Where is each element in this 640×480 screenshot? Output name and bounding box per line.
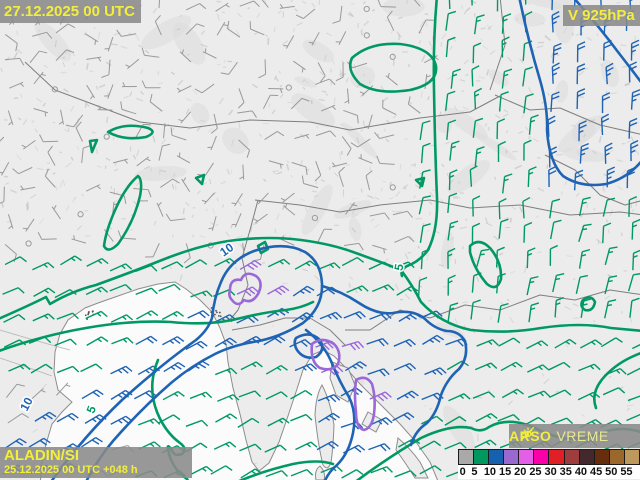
wind-speed-legend: 0 5 10 15 20 25 30 35 40 45 50 55 — [458, 449, 640, 479]
level-label: V 925hPa — [563, 5, 640, 26]
city-marker — [218, 311, 221, 314]
country-border — [254, 199, 640, 216]
island — [314, 383, 335, 469]
city-marker — [92, 310, 94, 313]
isotach-15 — [228, 272, 262, 306]
legend-swatch — [594, 450, 610, 464]
isotach-15 — [310, 338, 341, 371]
model-info-panel: ALADIN/SI 25.12.2025 00 UTC +048 h — [0, 447, 192, 478]
legend-swatch — [564, 450, 580, 464]
legend-swatch-row — [458, 449, 640, 465]
city-marker — [217, 314, 220, 317]
legend-swatch — [474, 450, 490, 464]
city-marker — [214, 313, 216, 316]
legend-swatch — [534, 450, 550, 464]
legend-tick-label: 0 — [459, 466, 466, 478]
valid-time-label: 27.12.2025 00 UTC — [0, 0, 141, 23]
country-border — [494, 94, 640, 135]
legend-swatch — [624, 450, 639, 464]
isotach-5 — [348, 42, 438, 93]
isotach-5 — [238, 460, 335, 480]
city-marker — [84, 314, 87, 317]
isotach-5 — [414, 176, 426, 188]
country-border — [227, 199, 259, 323]
legend-tick-label: 35 — [559, 466, 572, 478]
borders-layer — [24, 0, 640, 346]
isotach-15 — [353, 376, 376, 432]
legend-tick-label: 10 — [483, 466, 497, 478]
city-marker — [216, 311, 218, 314]
legend-tick-label: 40 — [574, 466, 588, 478]
legend-swatch — [504, 450, 520, 464]
legend-tick-label: 20 — [514, 466, 527, 478]
valid-time-text: 27.12.2025 00 UTC — [4, 3, 135, 20]
city-marker — [87, 311, 90, 314]
isotach-10 — [304, 328, 356, 480]
arso-vreme-logo: ARSO VREME — [509, 424, 640, 448]
isotach-5 — [194, 173, 206, 186]
isotach-10 — [50, 244, 324, 480]
isotach-5 — [0, 236, 640, 333]
sun-icon — [521, 426, 535, 440]
legend-swatch — [579, 450, 595, 464]
island — [315, 465, 325, 480]
model-run-label: 25.12.2025 00 UTC +048 h — [4, 464, 138, 476]
country-border — [489, 0, 506, 91]
country-border — [24, 61, 501, 131]
legend-tick-label: 15 — [498, 466, 512, 478]
isotach-10 — [293, 333, 324, 359]
city-marker — [215, 309, 217, 312]
legend-tick-label: 5 — [471, 466, 478, 478]
legend-tick-label: 50 — [605, 466, 618, 478]
isotach-5 — [580, 296, 597, 312]
isotach-5 — [468, 240, 503, 289]
legend-swatch — [519, 450, 535, 464]
isotach-5 — [0, 300, 315, 352]
legend-swatch — [549, 450, 565, 464]
isotach-5 — [102, 174, 143, 251]
model-name: ALADIN/SI — [4, 447, 79, 464]
product-name: VREME — [556, 428, 609, 444]
country-border — [544, 154, 640, 206]
legend-swatch — [609, 450, 625, 464]
legend-tick-label: 30 — [544, 466, 557, 478]
isotach-5 — [88, 138, 99, 154]
city-marker — [219, 315, 222, 318]
river — [0, 329, 71, 351]
level-text: V 925hPa — [568, 7, 635, 24]
country-border — [345, 289, 640, 331]
legend-tick-label: 55 — [620, 466, 633, 478]
legend-swatch — [459, 450, 475, 464]
isotach-10 — [518, 0, 640, 187]
legend-tick-label: 45 — [589, 466, 603, 478]
legend-swatch — [489, 450, 505, 464]
isotach-5 — [256, 240, 270, 255]
legend-tick-label: 25 — [529, 466, 542, 478]
legend-tick-row: 0 5 10 15 20 25 30 35 40 45 50 55 — [458, 465, 640, 479]
adriatic-sea — [39, 281, 439, 480]
isotach-5 — [593, 352, 640, 410]
city-marker — [87, 313, 90, 316]
isotach-10 — [320, 284, 468, 447]
isotach-5 — [106, 124, 154, 140]
isotach-5 — [400, 0, 439, 278]
